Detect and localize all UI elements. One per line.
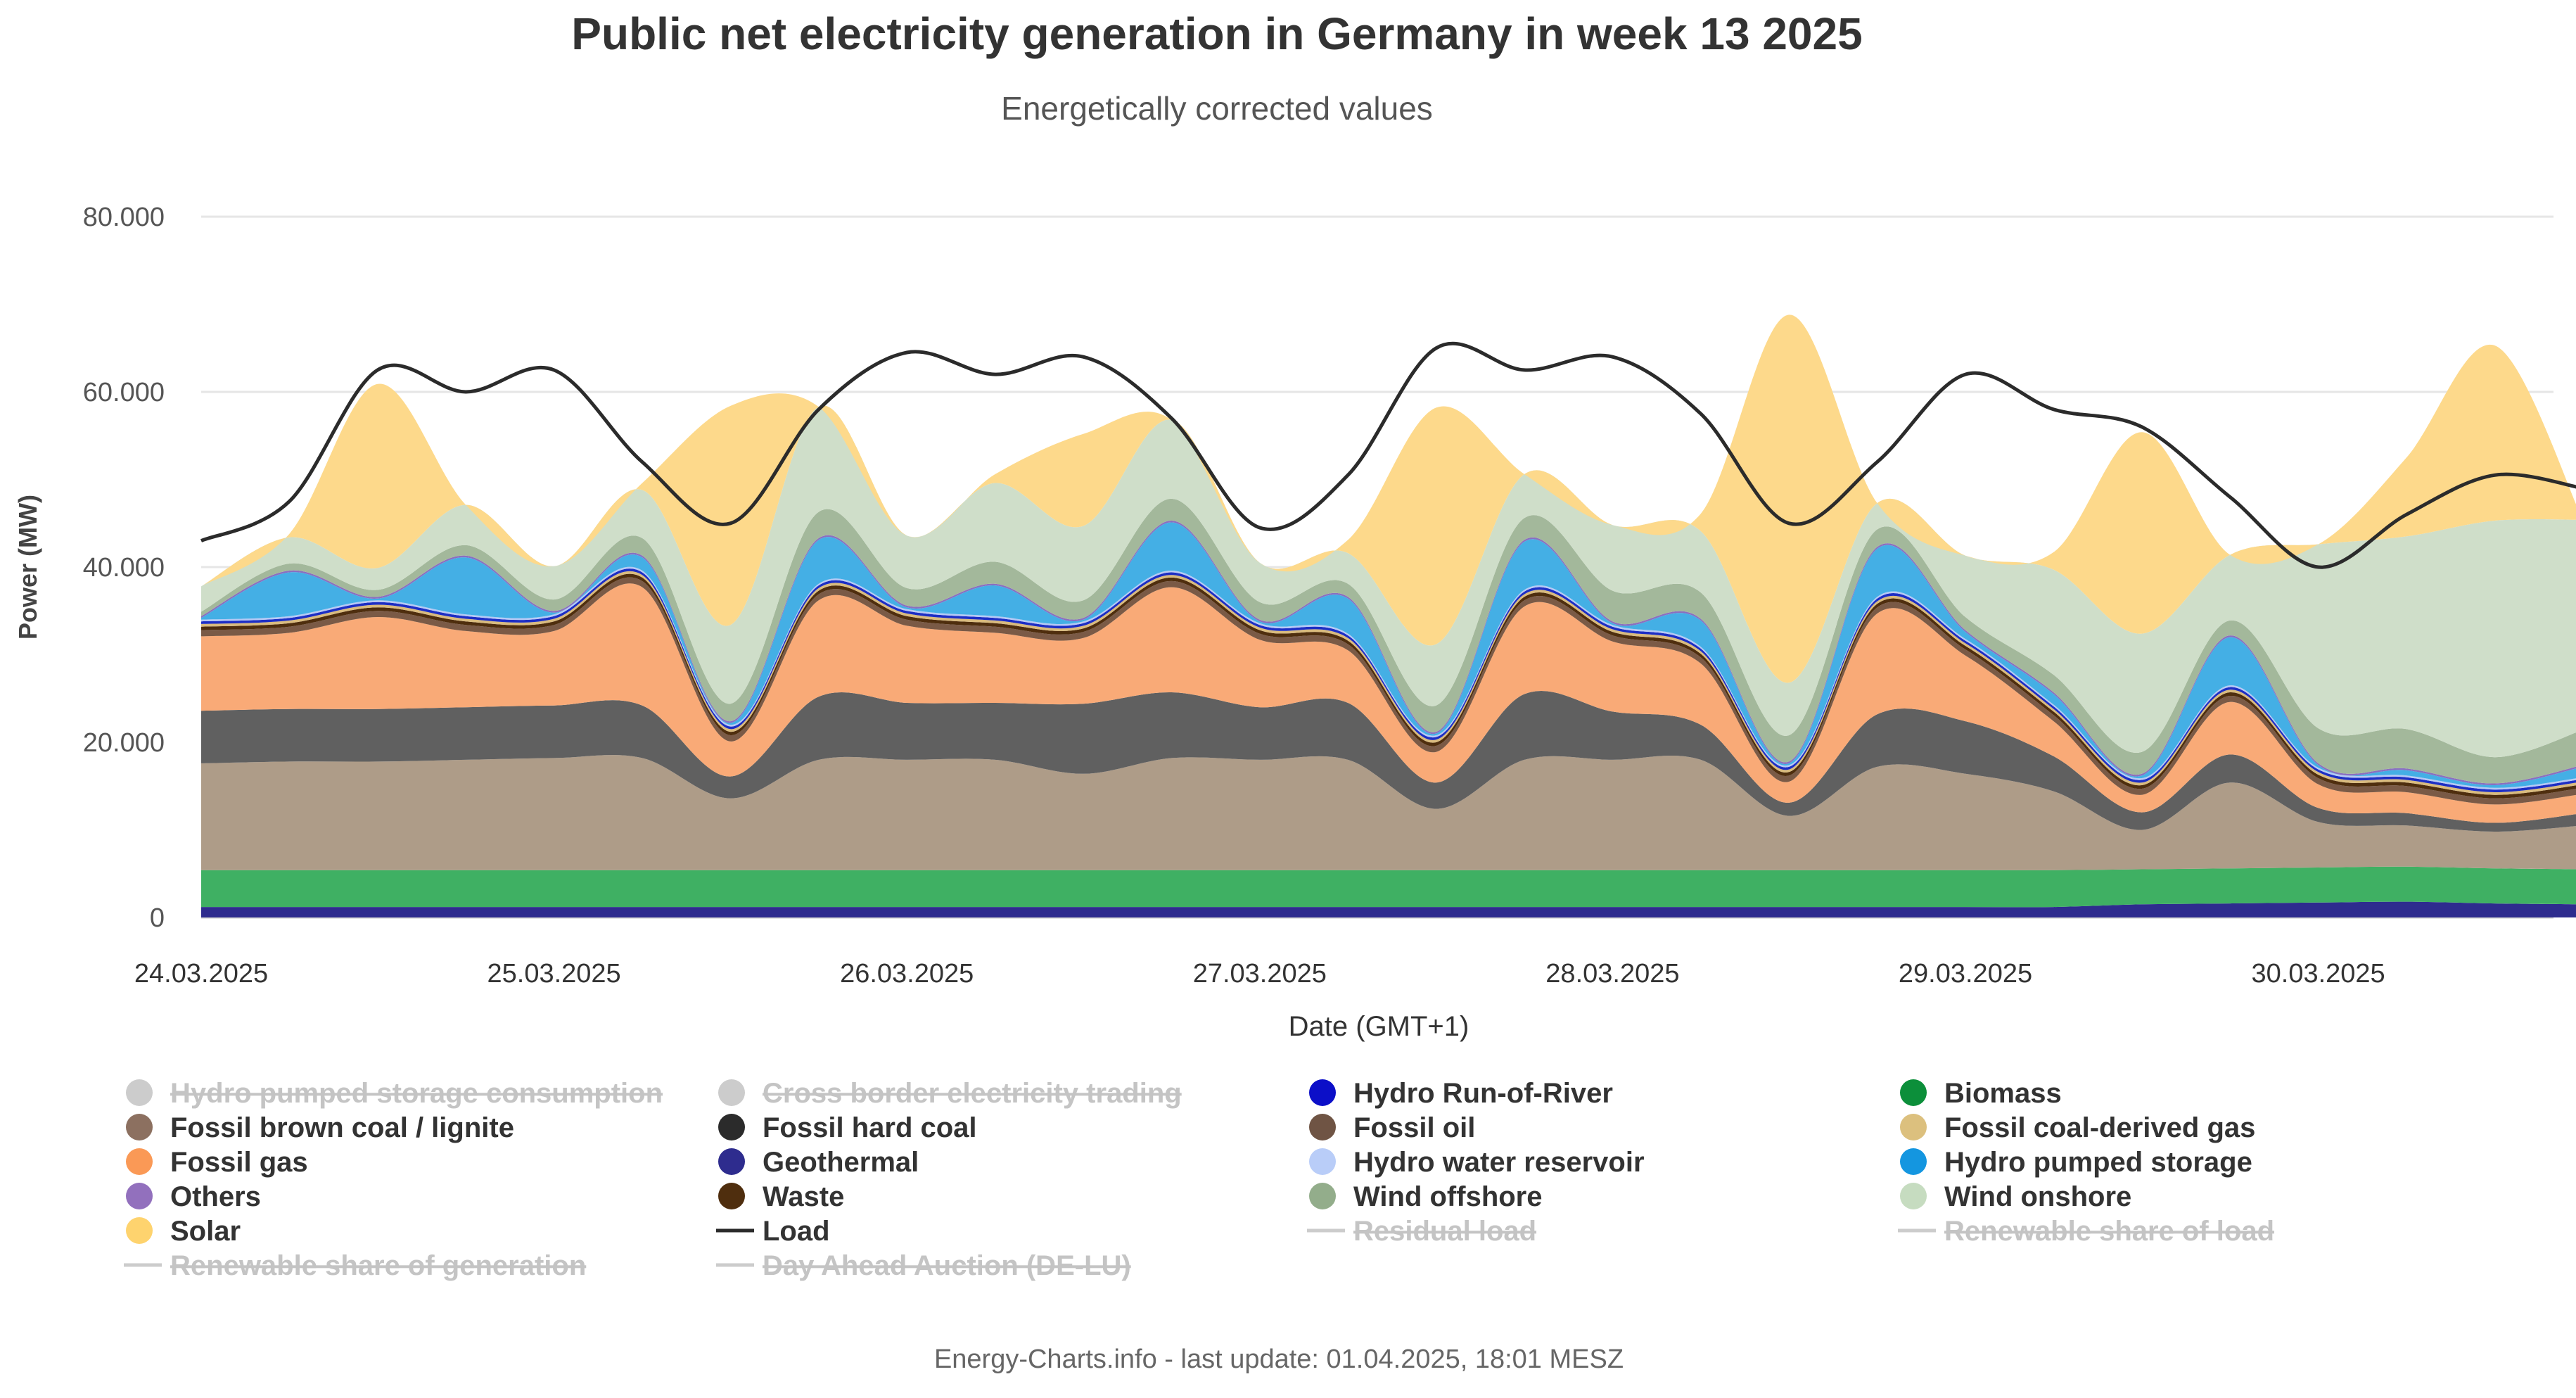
legend-label-others: Others — [170, 1181, 261, 1212]
legend-label-waste: Waste — [763, 1181, 844, 1212]
legend-item-fossil-brown-coal-lignite[interactable]: Fossil brown coal / lignite — [126, 1112, 514, 1143]
legend-item-geothermal[interactable]: Geothermal — [718, 1147, 919, 1178]
x-tick-label: 27.03.2025 — [1193, 959, 1327, 989]
y-tick-label: 60.000 — [83, 378, 165, 407]
area-geothermal[interactable] — [201, 901, 2576, 918]
legend-marker-fossil-coal-derived-gas — [1900, 1114, 1927, 1140]
area-fossil-hard-coal[interactable] — [201, 691, 2576, 832]
legend-item-wind-onshore[interactable]: Wind onshore — [1900, 1181, 2131, 1212]
legend-label-renewable-share-of-generation: Renewable share of generation — [170, 1250, 586, 1281]
legend-item-fossil-gas[interactable]: Fossil gas — [126, 1147, 308, 1178]
legend-item-fossil-coal-derived-gas[interactable]: Fossil coal-derived gas — [1900, 1112, 2255, 1143]
chart-title: Public net electricity generation in Ger… — [571, 8, 1862, 59]
legend-marker-biomass — [1900, 1079, 1927, 1106]
area-hydro-pumped-storage[interactable] — [201, 522, 2576, 788]
legend-label-fossil-brown-coal-lignite: Fossil brown coal / lignite — [170, 1112, 514, 1143]
legend-item-hydro-pumped-storage-consumption[interactable]: Hydro pumped storage consumption — [126, 1078, 663, 1109]
legend-label-residual-load: Residual load — [1353, 1216, 1536, 1247]
x-tick-label: 30.03.2025 — [2252, 959, 2385, 989]
x-tick-label: 28.03.2025 — [1545, 959, 1679, 989]
y-tick-label: 20.000 — [83, 728, 165, 758]
legend-marker-fossil-oil — [1309, 1114, 1336, 1140]
legend-item-renewable-share-of-generation[interactable]: Renewable share of generation — [124, 1250, 586, 1281]
x-tick-label: 24.03.2025 — [134, 959, 268, 989]
legend-label-fossil-gas: Fossil gas — [170, 1147, 308, 1178]
legend-item-fossil-hard-coal[interactable]: Fossil hard coal — [718, 1112, 977, 1143]
legend-item-waste[interactable]: Waste — [718, 1181, 844, 1212]
legend-label-cross-border-electricity-trading: Cross border electricity trading — [763, 1078, 1182, 1109]
legend-marker-wind-onshore — [1900, 1183, 1927, 1209]
legend-marker-hydro-pumped-storage-consumption — [126, 1079, 153, 1106]
stacked-areas[interactable] — [201, 314, 2576, 918]
legend-item-fossil-oil[interactable]: Fossil oil — [1309, 1112, 1475, 1143]
x-tick-label: 29.03.2025 — [1899, 959, 2032, 989]
legend-item-wind-offshore[interactable]: Wind offshore — [1309, 1181, 1543, 1212]
y-tick-label: 80.000 — [83, 203, 165, 232]
area-solar[interactable] — [201, 314, 2576, 683]
y-axis-label: Power (MW) — [13, 495, 42, 640]
x-tick-label: 26.03.2025 — [840, 959, 974, 989]
x-axis: 24.03.2025 25.03.2025 26.03.2025 27.03.2025… — [134, 959, 2385, 989]
legend-item-hydro-water-reservoir[interactable]: Hydro water reservoir — [1309, 1147, 1645, 1178]
legend-label-fossil-hard-coal: Fossil hard coal — [763, 1112, 977, 1143]
legend-item-residual-load[interactable]: Residual load — [1307, 1216, 1536, 1247]
legend-item-renewable-share-of-load[interactable]: Renewable share of load — [1898, 1216, 2274, 1247]
y-tick-label: 40.000 — [83, 553, 165, 583]
area-fossil-gas[interactable] — [201, 583, 2576, 823]
legend-marker-hydro-pumped-storage — [1900, 1148, 1927, 1175]
legend-label-solar: Solar — [170, 1216, 241, 1247]
legend-label-hydro-water-reservoir: Hydro water reservoir — [1353, 1147, 1645, 1178]
legend-marker-hydro-water-reservoir — [1309, 1148, 1336, 1175]
area-wind-onshore[interactable] — [201, 405, 2576, 758]
legend-marker-waste — [718, 1183, 745, 1209]
legend-label-biomass: Biomass — [1944, 1078, 2062, 1109]
legend-marker-hydro-run-of-river — [1309, 1079, 1336, 1106]
legend-marker-cross-border-electricity-trading — [718, 1079, 745, 1106]
legend-item-cross-border-electricity-trading[interactable]: Cross border electricity trading — [718, 1078, 1182, 1109]
legend-item-biomass[interactable]: Biomass — [1900, 1078, 2062, 1109]
legend-marker-wind-offshore — [1309, 1183, 1336, 1209]
line-load[interactable] — [200, 341, 2576, 569]
legend-label-wind-onshore: Wind onshore — [1944, 1181, 2131, 1212]
legend-item-others[interactable]: Others — [126, 1181, 261, 1212]
legend-label-hydro-pumped-storage: Hydro pumped storage — [1944, 1147, 2252, 1178]
legend-item-hydro-run-of-river[interactable]: Hydro Run-of-River — [1309, 1078, 1613, 1109]
legend-label-geothermal: Geothermal — [763, 1147, 919, 1178]
legend-item-load[interactable]: Load — [716, 1216, 830, 1247]
legend-label-wind-offshore: Wind offshore — [1353, 1181, 1543, 1212]
legend-label-renewable-share-of-load: Renewable share of load — [1944, 1216, 2274, 1247]
legend-item-solar[interactable]: Solar — [126, 1216, 241, 1247]
legend-item-hydro-pumped-storage[interactable]: Hydro pumped storage — [1900, 1147, 2252, 1178]
y-tick-label: 0 — [150, 903, 165, 933]
legend-label-hydro-pumped-storage-consumption: Hydro pumped storage consumption — [170, 1078, 663, 1109]
legend-label-day-ahead-auction-de-lu: Day Ahead Auction (DE-LU) — [763, 1250, 1131, 1281]
legend-marker-fossil-gas — [126, 1148, 153, 1175]
chart-subtitle: Energetically corrected values — [1001, 90, 1433, 127]
legend-item-day-ahead-auction-de-lu[interactable]: Day Ahead Auction (DE-LU) — [716, 1250, 1131, 1281]
area-wind-offshore[interactable] — [201, 498, 2576, 784]
area-fossil-oil[interactable] — [201, 577, 2576, 805]
area-fossil-brown-coal-lignite[interactable] — [201, 755, 2576, 870]
legend-label-fossil-oil: Fossil oil — [1353, 1112, 1475, 1143]
legend-label-fossil-coal-derived-gas: Fossil coal-derived gas — [1944, 1112, 2255, 1143]
legend-marker-fossil-brown-coal-lignite — [126, 1114, 153, 1140]
legend-marker-fossil-hard-coal — [718, 1114, 745, 1140]
legend-marker-solar — [126, 1217, 153, 1244]
load-line-layer[interactable] — [200, 341, 2576, 569]
y-axis: 0 20.000 40.000 60.000 80.000 — [83, 203, 165, 933]
x-tick-label: 25.03.2025 — [487, 959, 621, 989]
legend-marker-others — [126, 1183, 153, 1209]
x-axis-label: Date (GMT+1) — [1289, 1011, 1469, 1042]
legend[interactable]: Hydro pumped storage consumption Cross bo… — [124, 1078, 2274, 1281]
chart-credits: Energy-Charts.info - last update: 01.04.… — [934, 1345, 1624, 1374]
legend-label-load: Load — [763, 1216, 830, 1247]
legend-label-hydro-run-of-river: Hydro Run-of-River — [1353, 1078, 1613, 1109]
area-biomass[interactable] — [201, 866, 2576, 908]
legend-marker-geothermal — [718, 1148, 745, 1175]
